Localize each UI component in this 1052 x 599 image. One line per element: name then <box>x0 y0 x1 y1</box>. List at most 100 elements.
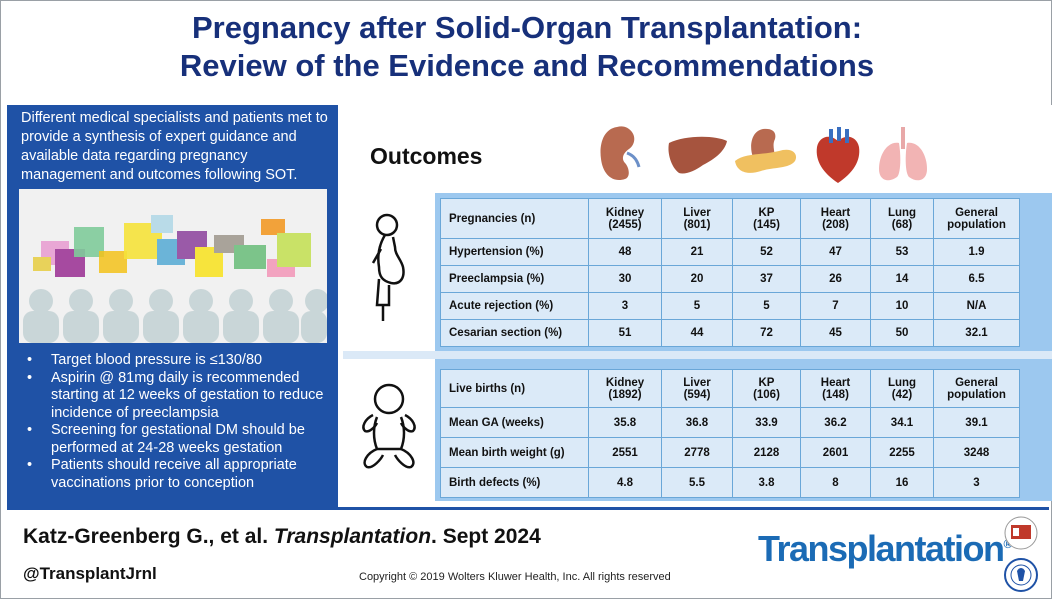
table-cell: 45 <box>800 319 871 347</box>
header-label: Pregnancies (n) <box>440 198 589 239</box>
table-cell: 5 <box>732 292 801 320</box>
table-cell: 44 <box>661 319 733 347</box>
citation-authors: Katz-Greenberg G., et al. <box>23 525 274 548</box>
copyright-notice: Copyright © 2019 Wolters Kluwer Health, … <box>359 571 671 583</box>
row-label: Mean GA (weeks) <box>440 407 589 438</box>
pregnant-woman-icon <box>343 193 435 351</box>
table-cell: 5 <box>661 292 733 320</box>
table-header-row: Pregnancies (n) Kidney (2455) Liver (801) … <box>440 198 1020 239</box>
summary-panel: Different medical specialists and patien… <box>7 105 338 507</box>
section-divider <box>343 351 1052 359</box>
kidney-icon <box>600 126 641 181</box>
table-row: Hypertension (%) 48 21 52 47 53 1.9 <box>440 238 1020 266</box>
list-item: Target blood pressure is ≤130/80 <box>21 352 331 370</box>
table-cell: 5.5 <box>661 467 733 498</box>
header-general: General population <box>933 198 1020 239</box>
table-row: Cesarian section (%) 51 44 72 45 50 32.1 <box>440 319 1020 347</box>
table-cell: 2128 <box>732 437 801 468</box>
row-label: Birth defects (%) <box>440 467 589 498</box>
header-liver: Liver (801) <box>661 198 733 239</box>
table-cell: 37 <box>732 265 801 293</box>
twitter-handle: @TransplantJrnl <box>23 564 157 583</box>
list-item: Patients should receive all appropriate … <box>21 457 331 492</box>
table-cell: 16 <box>870 467 934 498</box>
table-cell: 47 <box>800 238 871 266</box>
table-cell: 52 <box>732 238 801 266</box>
table-cell: 32.1 <box>933 319 1020 347</box>
table-cell: 6.5 <box>933 265 1020 293</box>
table-cell: 4.8 <box>588 467 662 498</box>
title-line-1: Pregnancy after Solid-Organ Transplantat… <box>191 10 863 45</box>
heart-icon <box>816 127 860 183</box>
liver-icon <box>668 136 727 174</box>
table-cell: 53 <box>870 238 934 266</box>
birth-outcomes-section: Live births (n) Kidney (1892) Liver (594) … <box>343 359 1052 501</box>
header-kidney: Kidney (2455) <box>588 198 662 239</box>
table-cell: 48 <box>588 238 662 266</box>
journal-logo: Transplantation® <box>758 528 1013 570</box>
pregnancy-outcomes-section: Pregnancies (n) Kidney (2455) Liver (801) … <box>343 193 1052 351</box>
footer-rule <box>7 507 1049 510</box>
header-kp: KP (145) <box>732 198 801 239</box>
table-cell: 3.8 <box>732 467 801 498</box>
table-cell: 26 <box>800 265 871 293</box>
table-cell: 3248 <box>933 437 1020 468</box>
header-kidney: Kidney (1892) <box>588 369 662 408</box>
table-cell: 7 <box>800 292 871 320</box>
table-row: Preeclampsia (%) 30 20 37 26 14 6.5 <box>440 265 1020 293</box>
table-cell: 10 <box>870 292 934 320</box>
table-cell: 36.8 <box>661 407 733 438</box>
table-cell: 51 <box>588 319 662 347</box>
lung-icon <box>879 127 927 181</box>
table-cell: 8 <box>800 467 871 498</box>
citation-date: . Sept 2024 <box>431 525 541 548</box>
table-cell: 50 <box>870 319 934 347</box>
title-line-2: Review of the Evidence and Recommendatio… <box>179 48 875 83</box>
header-lung: Lung (42) <box>870 369 934 408</box>
header-kp: KP (106) <box>732 369 801 408</box>
citation: Katz-Greenberg G., et al. Transplantatio… <box>23 525 541 549</box>
header-general: General population <box>933 369 1020 408</box>
citation-journal: Transplantation <box>273 525 432 548</box>
outcomes-header: Outcomes <box>343 105 1052 193</box>
row-label: Cesarian section (%) <box>440 319 589 347</box>
birth-outcomes-table: Live births (n) Kidney (1892) Liver (594) … <box>440 369 1020 498</box>
table-row: Mean GA (weeks) 35.8 36.8 33.9 36.2 34.1… <box>440 407 1020 438</box>
header-heart: Heart (208) <box>800 198 871 239</box>
table-cell: 2778 <box>661 437 733 468</box>
table-row: Mean birth weight (g) 2551 2778 2128 260… <box>440 437 1020 468</box>
table-cell: 39.1 <box>933 407 1020 438</box>
journal-logo-text: Transplantation <box>758 528 1005 569</box>
header-label: Live births (n) <box>440 369 589 408</box>
table-cell: 2551 <box>588 437 662 468</box>
table-cell: 33.9 <box>732 407 801 438</box>
table-cell: 1.9 <box>933 238 1020 266</box>
baby-icon <box>343 359 435 501</box>
table-cell: N/A <box>933 292 1020 320</box>
row-label: Hypertension (%) <box>440 238 589 266</box>
table-cell: 35.8 <box>588 407 662 438</box>
table-cell: 3 <box>588 292 662 320</box>
row-label: Preeclampsia (%) <box>440 265 589 293</box>
recommendations-list: Target blood pressure is ≤130/80 Aspirin… <box>21 352 331 492</box>
table-cell: 3 <box>933 467 1020 498</box>
header-lung: Lung (68) <box>870 198 934 239</box>
table-cell: 14 <box>870 265 934 293</box>
page-title: Pregnancy after Solid-Organ Transplantat… <box>1 9 1052 85</box>
table-cell: 2255 <box>870 437 934 468</box>
header-heart: Heart (148) <box>800 369 871 408</box>
row-label: Acute rejection (%) <box>440 292 589 320</box>
table-cell: 20 <box>661 265 733 293</box>
header-liver: Liver (594) <box>661 369 733 408</box>
table-row: Acute rejection (%) 3 5 5 7 10 N/A <box>440 292 1020 320</box>
table-cell: 72 <box>732 319 801 347</box>
table-cell: 2601 <box>800 437 871 468</box>
society-seals-icon <box>1004 516 1038 592</box>
table-cell: 21 <box>661 238 733 266</box>
outcomes-title: Outcomes <box>370 143 483 169</box>
table-row: Birth defects (%) 4.8 5.5 3.8 8 16 3 <box>440 467 1020 498</box>
list-item: Screening for gestational DM should be p… <box>21 422 331 457</box>
registered-mark: ® <box>1003 537 1013 551</box>
table-header-row: Live births (n) Kidney (1892) Liver (594) … <box>440 369 1020 408</box>
